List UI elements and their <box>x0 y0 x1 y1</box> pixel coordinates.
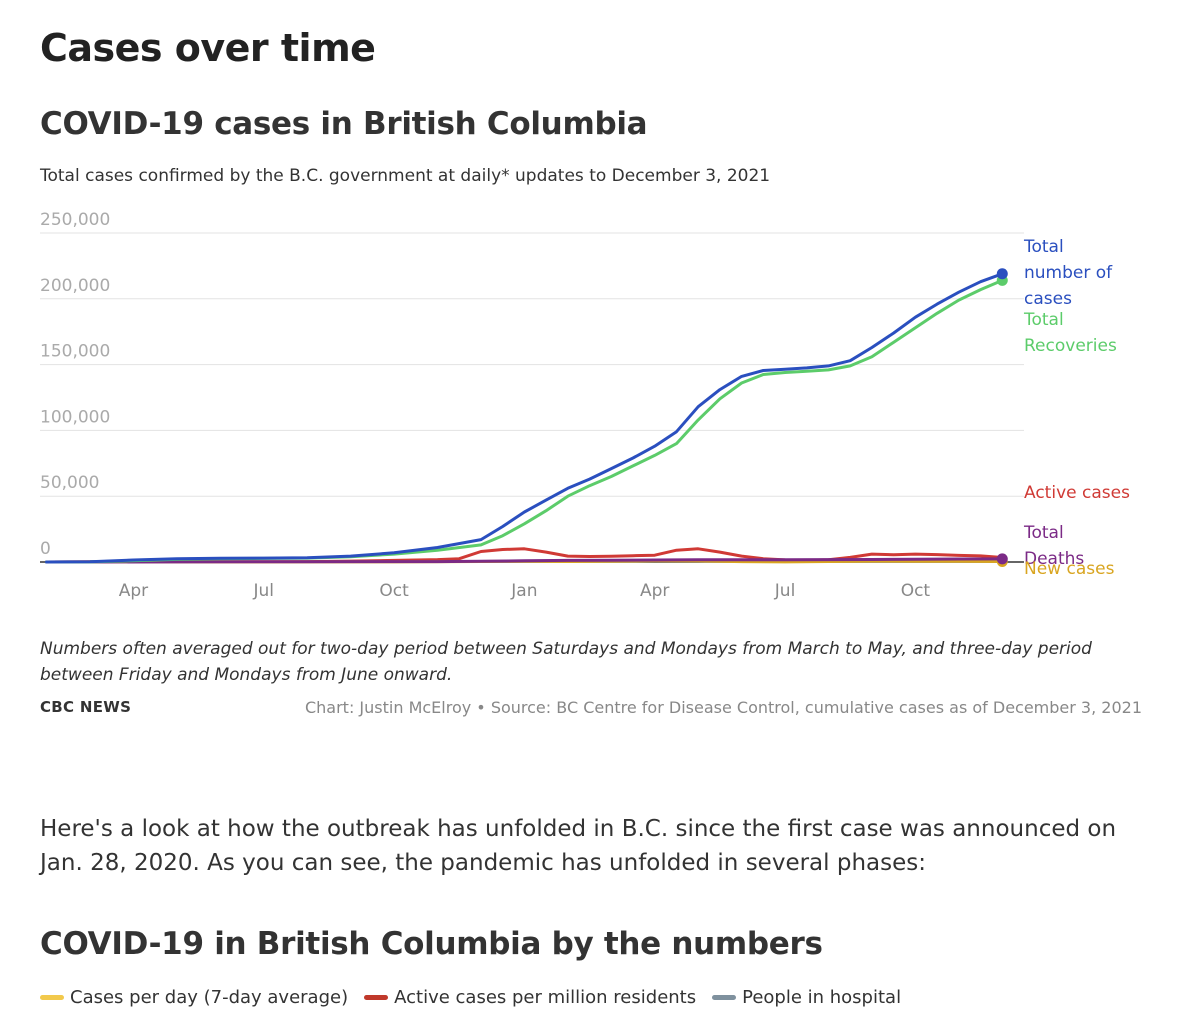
intro-paragraph: Here's a look at how the outbreak has un… <box>40 816 1117 876</box>
y-tick-label: 200,000 <box>40 276 110 296</box>
cases-line-chart: 250,000 200,000 150,000 100,000 50,000 0 Apr J… <box>40 210 1130 601</box>
y-tick-label: 150,000 <box>40 342 110 362</box>
x-tick-label: Jul <box>252 581 274 601</box>
brand-label: CBC NEWS <box>40 698 132 716</box>
series-line-total-number-of-cases <box>45 272 1004 564</box>
legend-item-active-cases[interactable]: Active cases per million residents <box>364 987 696 1008</box>
x-tick-label: Jan <box>510 581 537 601</box>
legend-swatch <box>364 995 389 1000</box>
legend-item-hospital[interactable]: People in hospital <box>712 987 901 1008</box>
numbers-legend: Cases per day (7-day average) Active cas… <box>40 987 917 1008</box>
y-tick-labels: 250,000 200,000 150,000 100,000 50,000 0 <box>40 210 110 559</box>
series-line-total-deaths <box>45 557 1004 564</box>
series-label-total-number-of-cases: Total number of cases <box>1023 237 1113 309</box>
y-gridlines <box>40 232 1024 563</box>
y-tick-label: 0 <box>40 539 51 559</box>
numbers-chart-title: COVID-19 in British Columbia by the numb… <box>40 926 823 962</box>
series-lines <box>45 268 1008 567</box>
y-tick-label: 50,000 <box>40 473 99 493</box>
x-tick-labels: Apr Jul Oct Jan Apr Jul Oct <box>119 581 931 601</box>
series-line-total-recoveries <box>45 278 1004 564</box>
x-tick-label: Jul <box>774 581 796 601</box>
series-endpoint-total-number-of-cases <box>996 268 1008 280</box>
legend-label: People in hospital <box>742 987 902 1008</box>
x-tick-label: Apr <box>640 581 669 601</box>
chart-credit: Chart: Justin McElroy • Source: BC Centr… <box>304 698 1142 717</box>
legend-swatch <box>712 995 737 1000</box>
chart-footnote: Numbers often averaged out for two-day p… <box>40 639 1092 685</box>
y-tick-label: 100,000 <box>40 407 110 427</box>
chart-title: COVID-19 cases in British Columbia <box>40 106 648 142</box>
x-tick-label: Oct <box>379 581 409 601</box>
x-tick-label: Apr <box>119 581 148 601</box>
legend-label: Cases per day (7-day average) <box>70 987 349 1008</box>
legend-swatch <box>40 995 64 1000</box>
chart-subtitle: Total cases confirmed by the B.C. govern… <box>40 166 771 186</box>
series-label-new-cases: New cases <box>1024 559 1115 579</box>
x-tick-label: Oct <box>901 581 931 601</box>
y-tick-label: 250,000 <box>40 210 110 230</box>
series-label-total-deaths: Total Deaths <box>1023 523 1084 569</box>
section-title: Cases over time <box>40 26 376 70</box>
legend-item-cases-per-day[interactable]: Cases per day (7-day average) <box>40 987 348 1008</box>
series-label-active-cases: Active cases <box>1024 483 1130 503</box>
series-endpoint-total-deaths <box>996 553 1008 565</box>
legend-label: Active cases per million residents <box>394 987 697 1008</box>
series-label-total-recoveries: Total Recoveries <box>1023 310 1117 356</box>
